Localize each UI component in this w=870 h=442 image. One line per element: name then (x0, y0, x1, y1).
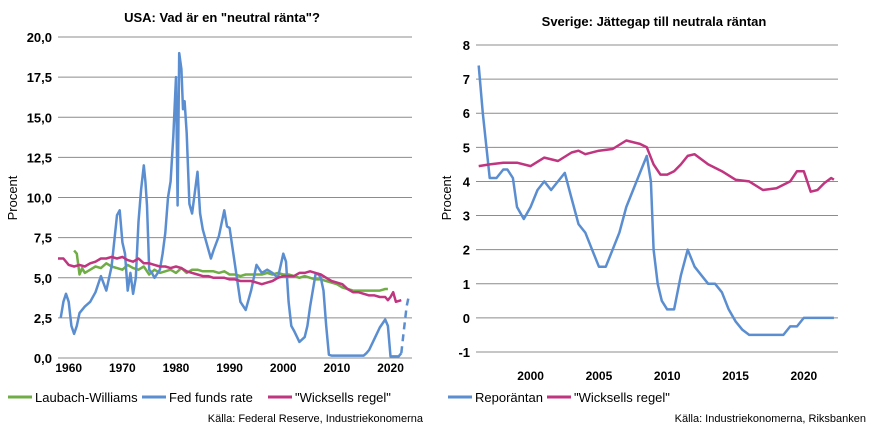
series-line (58, 255, 402, 304)
grid-lines (476, 44, 838, 353)
y-tick-label: 8 (463, 38, 470, 53)
y-tick-label: 6 (463, 106, 470, 121)
series-line (400, 293, 411, 354)
x-tick-label: 2020 (377, 361, 404, 375)
legend-label: "Wicksells regel" (574, 390, 670, 405)
chart-title: Sverige: Jättegap till neutrala räntan (542, 14, 767, 29)
y-tick-label: 0,0 (34, 351, 52, 366)
y-tick-label: 7 (463, 72, 470, 87)
y-tick-label: 12,5 (27, 150, 52, 165)
series-line (478, 139, 835, 193)
grid-lines (58, 36, 412, 359)
y-tick-labels: -1 0 1 2 3 4 5 6 7 8 (458, 38, 470, 360)
y-tick-labels: 0,0 2,5 5,0 7,5 10,0 12,5 15,0 17,5 20,0 (27, 30, 52, 366)
y-tick-label: 4 (463, 174, 471, 189)
x-tick-label: 1970 (109, 361, 136, 375)
y-tick-label: 7,5 (34, 231, 52, 246)
x-tick-labels: 2000 2005 2010 2015 2020 (517, 369, 817, 383)
x-tick-label: 2010 (324, 361, 351, 375)
series-lines (477, 65, 835, 337)
y-tick-label: 20,0 (27, 30, 52, 45)
source-note: Källa: Federal Reserve, Industriekonomer… (208, 413, 424, 425)
x-tick-label: 2000 (517, 369, 544, 383)
legend-label: Fed funds rate (169, 390, 253, 405)
legend-label: Laubach-Williams (35, 390, 138, 405)
y-tick-label: 10,0 (27, 191, 52, 206)
x-tick-labels: 1960 1970 1980 1990 2000 2010 2020 (55, 361, 404, 375)
y-tick-label: 5 (463, 140, 470, 155)
y-tick-label: 17,5 (27, 70, 52, 85)
x-tick-label: 2000 (270, 361, 297, 375)
y-tick-label: 5,0 (34, 271, 52, 286)
y-tick-label: -1 (458, 345, 470, 360)
x-tick-label: 1980 (163, 361, 190, 375)
x-tick-label: 2010 (654, 369, 681, 383)
y-tick-label: 2 (463, 243, 470, 258)
x-tick-label: 1960 (55, 361, 82, 375)
chart-title: USA: Vad är en "neutral ränta"? (124, 10, 320, 25)
legend: Laubach-Williams Fed funds rate "Wicksells… (8, 390, 391, 405)
y-tick-label: 15,0 (27, 110, 52, 125)
y-axis-label: Procent (5, 175, 20, 220)
legend-label: "Wicksells regel" (295, 390, 391, 405)
y-axis-label: Procent (439, 175, 454, 220)
chart-sverige: Sverige: Jättegap till neutrala räntan P… (439, 14, 866, 425)
y-tick-label: 0 (463, 311, 470, 326)
x-tick-label: 2005 (586, 369, 613, 383)
y-tick-label: 2,5 (34, 311, 52, 326)
source-note: Källa: Industriekonomerna, Riksbanken (675, 413, 866, 425)
legend: Reporäntan "Wicksells regel" (448, 390, 670, 405)
series-line (59, 51, 403, 358)
chart-usa: USA: Vad är en "neutral ränta"? Procent … (5, 10, 424, 425)
series-lines (58, 51, 411, 358)
x-tick-label: 2020 (790, 369, 817, 383)
y-tick-label: 1 (463, 277, 470, 292)
legend-label: Reporäntan (475, 390, 543, 405)
y-tick-label: 3 (463, 209, 470, 224)
series-line (477, 65, 834, 337)
series-line (73, 249, 388, 292)
x-tick-label: 2015 (722, 369, 749, 383)
x-tick-label: 1990 (216, 361, 243, 375)
